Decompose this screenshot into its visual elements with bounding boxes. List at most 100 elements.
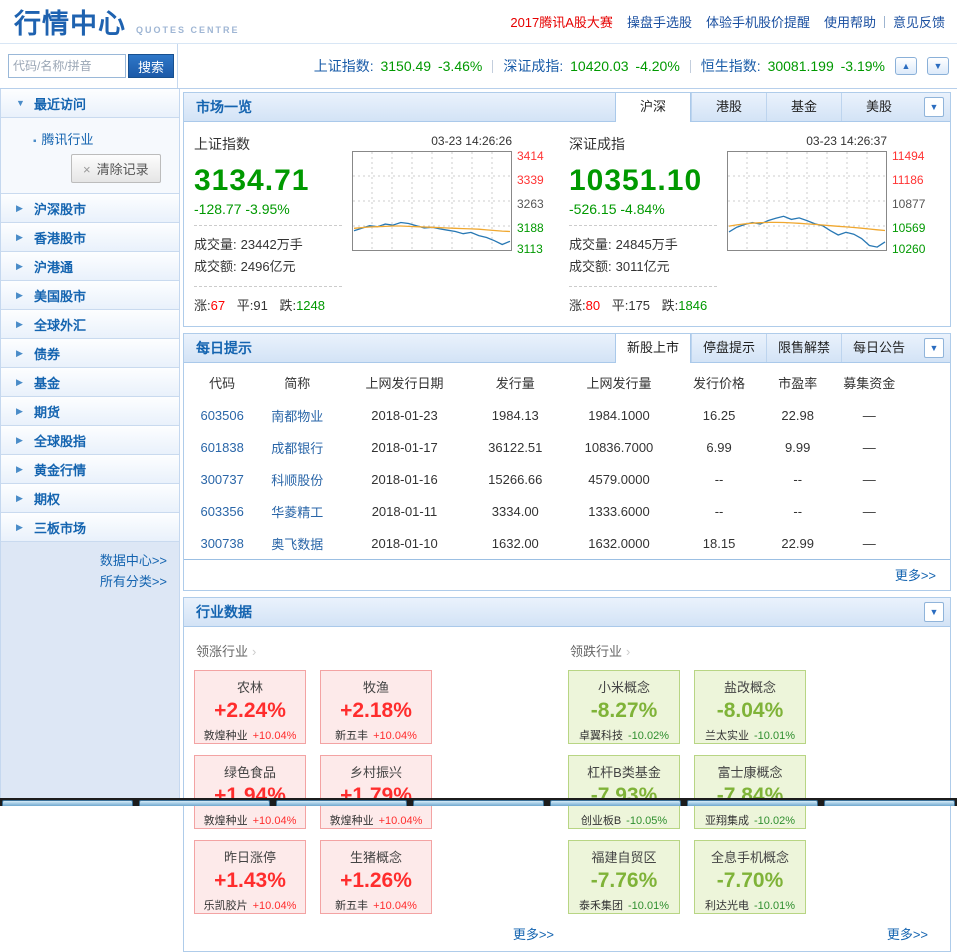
chevron-down-icon: ▼ xyxy=(16,98,25,108)
stock-code-link[interactable]: 601838 xyxy=(200,439,244,455)
feedback-link[interactable]: 意见反馈 xyxy=(892,15,945,30)
sidebar-item-label: 沪港通 xyxy=(34,259,74,275)
contest-link[interactable]: 2017腾讯A股大赛 xyxy=(510,15,613,30)
sidebar-item-options[interactable]: ▶ 期权 xyxy=(1,484,179,513)
chevron-down-icon: ▼ xyxy=(929,606,939,617)
tab-us-stocks[interactable]: 美股 xyxy=(841,93,916,121)
tile-stock-percent: +10.04% xyxy=(252,900,297,912)
col-header: 市盈率 xyxy=(778,375,818,391)
tab-daily-announcements[interactable]: 每日公告 xyxy=(841,334,916,362)
tab-label: 新股上市 xyxy=(626,340,679,355)
tile-name: 生猪概念 xyxy=(349,850,402,865)
industry-tile-leveraged-b-funds[interactable]: 杠杆B类基金 -7.93% 创业板B -10.05% xyxy=(568,755,680,829)
industry-tile-fujian-ftz[interactable]: 福建自贸区 -7.76% 泰禾集团 -10.01% xyxy=(568,840,680,914)
volume-row: 成交量: 23442万手 xyxy=(194,234,352,256)
tile-stock: 卓翼科技 xyxy=(579,730,623,742)
tile-name: 富士康概念 xyxy=(717,765,783,780)
search-button[interactable]: 搜索 xyxy=(128,54,174,78)
szse-chart-yaxis: 11494 11186 10877 10569 10260 xyxy=(887,149,931,256)
search-input[interactable] xyxy=(8,54,126,78)
stock-name-link[interactable]: 奥飞数据 xyxy=(271,536,324,552)
sidebar-item-label: 沪深股市 xyxy=(34,201,87,217)
site-logo[interactable]: 行情中心 QUOTES CENTRE xyxy=(14,2,240,41)
online-issue-volume: 10836.7000 xyxy=(584,439,654,455)
sidebar-item-forex[interactable]: ▶ 全球外汇 xyxy=(1,310,179,339)
tab-lockup-expiry[interactable]: 限售解禁 xyxy=(766,334,841,362)
index-name[interactable]: 上证指数 xyxy=(194,136,250,152)
mobile-alert-link[interactable]: 体验手机股价提醒 xyxy=(705,15,810,30)
tab-suspensions[interactable]: 停盘提示 xyxy=(691,334,766,362)
industry-tile-holographic-phone[interactable]: 全息手机概念 -7.70% 利达光电 -10.01% xyxy=(694,840,806,914)
tile-stock-percent: +10.04% xyxy=(373,900,417,912)
ticker-item-szse[interactable]: 深证成指: 10420.03 -4.20% xyxy=(503,56,679,76)
issue-date: 2018-01-11 xyxy=(371,503,438,519)
stock-name-link[interactable]: 南都物业 xyxy=(271,408,324,424)
industry-tile-rural-revitalization[interactable]: 乡村振兴 +1.79% 敦煌种业 +10.04% xyxy=(320,755,432,829)
ytick: 3414 xyxy=(517,149,544,163)
recent-visits-panel: ▪ 腾讯行业 × 清除记录 xyxy=(1,118,179,194)
stock-name-link[interactable]: 科顺股份 xyxy=(271,472,324,488)
ticker-scroll-up-button[interactable]: ▲ xyxy=(895,57,917,75)
sidebar-item-third-board[interactable]: ▶ 三板市场 xyxy=(1,513,179,542)
all-categories-link[interactable]: 所有分类>> xyxy=(99,574,167,589)
industry-tile-foxconn-concept[interactable]: 富士康概念 -7.84% 亚翔集成 -10.02% xyxy=(694,755,806,829)
sidebar-item-recent-visits[interactable]: ▼ 最近访问 xyxy=(1,89,179,118)
stock-code-link[interactable]: 603506 xyxy=(200,407,244,423)
stock-name-link[interactable]: 成都银行 xyxy=(271,440,324,456)
ytick: 10260 xyxy=(892,242,926,256)
industry-tile-muyu[interactable]: 牧渔 +2.18% 新五丰 +10.04% xyxy=(320,670,432,744)
sidebar-item-hushen-market[interactable]: ▶ 沪深股市 xyxy=(1,194,179,223)
tab-hushen[interactable]: 沪深 xyxy=(615,93,691,122)
gainers-label[interactable]: 领涨行业 › xyxy=(196,641,554,660)
stock-code-link[interactable]: 603356 xyxy=(200,503,244,519)
ticker-scroll-down-button[interactable]: ▼ xyxy=(927,57,949,75)
sidebar-item-us-market[interactable]: ▶ 美国股市 xyxy=(1,281,179,310)
industry-tile-xiaomi-concept[interactable]: 小米概念 -8.27% 卓翼科技 -10.02% xyxy=(568,670,680,744)
daily-tips-more-link[interactable]: 更多>> xyxy=(894,568,936,583)
ticker-item-sse[interactable]: 上证指数: 3150.49 -3.46% xyxy=(314,56,483,76)
industry-tile-nonglin[interactable]: 农林 +2.24% 敦煌种业 +10.04% xyxy=(194,670,306,744)
stock-code-link[interactable]: 300738 xyxy=(200,535,244,551)
industry-tile-green-food[interactable]: 绿色食品 +1.94% 敦煌种业 +10.04% xyxy=(194,755,306,829)
tab-hk-stocks[interactable]: 港股 xyxy=(691,93,766,121)
losers-label[interactable]: 领跌行业 › xyxy=(570,641,928,660)
szse-intraday-chart[interactable] xyxy=(727,151,887,251)
stock-code-link[interactable]: 300737 xyxy=(200,471,244,487)
sidebar-item-hugangtong[interactable]: ▶ 沪港通 xyxy=(1,252,179,281)
clear-history-button[interactable]: × 清除记录 xyxy=(71,154,161,183)
help-link[interactable]: 使用帮助 xyxy=(823,15,876,30)
trader-picker-link[interactable]: 操盘手选股 xyxy=(626,15,692,30)
daily-tips-dropdown-button[interactable]: ▼ xyxy=(924,338,944,358)
sse-intraday-chart[interactable] xyxy=(352,151,512,251)
issue-volume: 1984.13 xyxy=(491,407,539,423)
sidebar-item-funds[interactable]: ▶ 基金 xyxy=(1,368,179,397)
tile-stock: 兰太实业 xyxy=(705,730,749,742)
industry-tile-salt-reform[interactable]: 盐改概念 -8.04% 兰太实业 -10.01% xyxy=(694,670,806,744)
sidebar-item-futures[interactable]: ▶ 期货 xyxy=(1,397,179,426)
losers-more-link[interactable]: 更多>> xyxy=(886,927,928,942)
industry-data-header: 行业数据 ▼ xyxy=(184,598,950,627)
pe-ratio: 22.99 xyxy=(781,535,814,551)
tab-funds[interactable]: 基金 xyxy=(766,93,841,121)
sidebar-item-gold[interactable]: ▶ 黄金行情 xyxy=(1,455,179,484)
tab-new-listings[interactable]: 新股上市 xyxy=(615,334,691,363)
sidebar-item-global-indices[interactable]: ▶ 全球股指 xyxy=(1,426,179,455)
industry-dropdown-button[interactable]: ▼ xyxy=(924,602,944,622)
industry-body: 领涨行业 › 农林 +2.24% 敦煌种业 +10.04% 牧渔 +2.18% 新五… xyxy=(184,627,950,951)
chevron-down-icon: ▼ xyxy=(929,342,939,353)
sidebar-item-hongkong-market[interactable]: ▶ 香港股市 xyxy=(1,223,179,252)
data-center-link[interactable]: 数据中心>> xyxy=(99,553,167,568)
pe-ratio: 22.98 xyxy=(781,407,814,423)
tile-stock: 利达光电 xyxy=(705,900,749,912)
ticker-item-hsi[interactable]: 恒生指数: 30081.199 -3.19% xyxy=(701,56,885,76)
industry-tile-pig-concept[interactable]: 生猪概念 +1.26% 新五丰 +10.04% xyxy=(320,840,432,914)
gainers-more-link[interactable]: 更多>> xyxy=(512,927,554,942)
ticker-label: 恒生指数: xyxy=(700,58,761,74)
stock-name-link[interactable]: 华菱精工 xyxy=(271,504,324,520)
recent-link-tencent-industry[interactable]: ▪ 腾讯行业 xyxy=(1,127,179,154)
market-overview-dropdown-button[interactable]: ▼ xyxy=(924,97,944,117)
tile-stock: 敦煌种业 xyxy=(203,815,248,827)
sidebar-item-bonds[interactable]: ▶ 债券 xyxy=(1,339,179,368)
index-name[interactable]: 深证成指 xyxy=(569,136,625,152)
industry-tile-yesterday-limit-up[interactable]: 昨日涨停 +1.43% 乐凯胶片 +10.04% xyxy=(194,840,306,914)
